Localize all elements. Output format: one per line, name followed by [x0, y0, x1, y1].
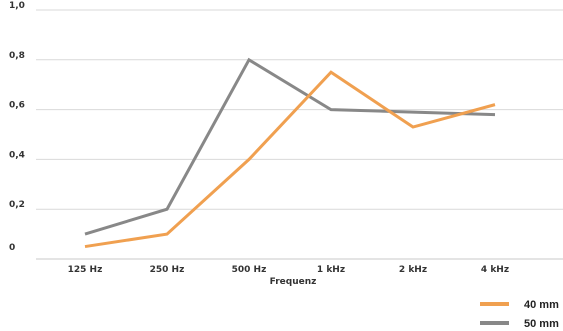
y-tick-label: 0,2	[9, 200, 25, 210]
legend-label: 50 mm	[524, 318, 559, 330]
x-tick-label: 500 Hz	[232, 265, 267, 275]
x-axis-label: Frequenz	[270, 277, 317, 287]
y-tick-labels: 0 0,2 0,4 0,6 0,8 1,0	[9, 1, 25, 253]
x-tick-label: 1 kHz	[317, 265, 345, 275]
x-tick-labels: 125 Hz 250 Hz 500 Hz 1 kHz 2 kHz 4 kHz	[68, 265, 509, 275]
y-tick-label: 0,4	[9, 150, 25, 160]
x-tick-label: 125 Hz	[68, 265, 103, 275]
y-tick-label: 1,0	[9, 1, 25, 11]
legend-label: 40 mm	[524, 299, 559, 311]
legend: 40 mm 50 mm	[480, 299, 559, 330]
x-tick-label: 2 kHz	[399, 265, 427, 275]
gridlines	[36, 9, 563, 210]
x-tick-label: 4 kHz	[481, 265, 509, 275]
series-lines	[84, 57, 496, 249]
y-tick-label: 0	[9, 243, 15, 253]
series-line-50-mm	[84, 57, 496, 236]
x-tick-label: 250 Hz	[150, 265, 185, 275]
series-line-40-mm	[84, 70, 496, 249]
y-tick-label: 0,8	[9, 51, 25, 61]
y-tick-label: 0,6	[9, 101, 25, 111]
